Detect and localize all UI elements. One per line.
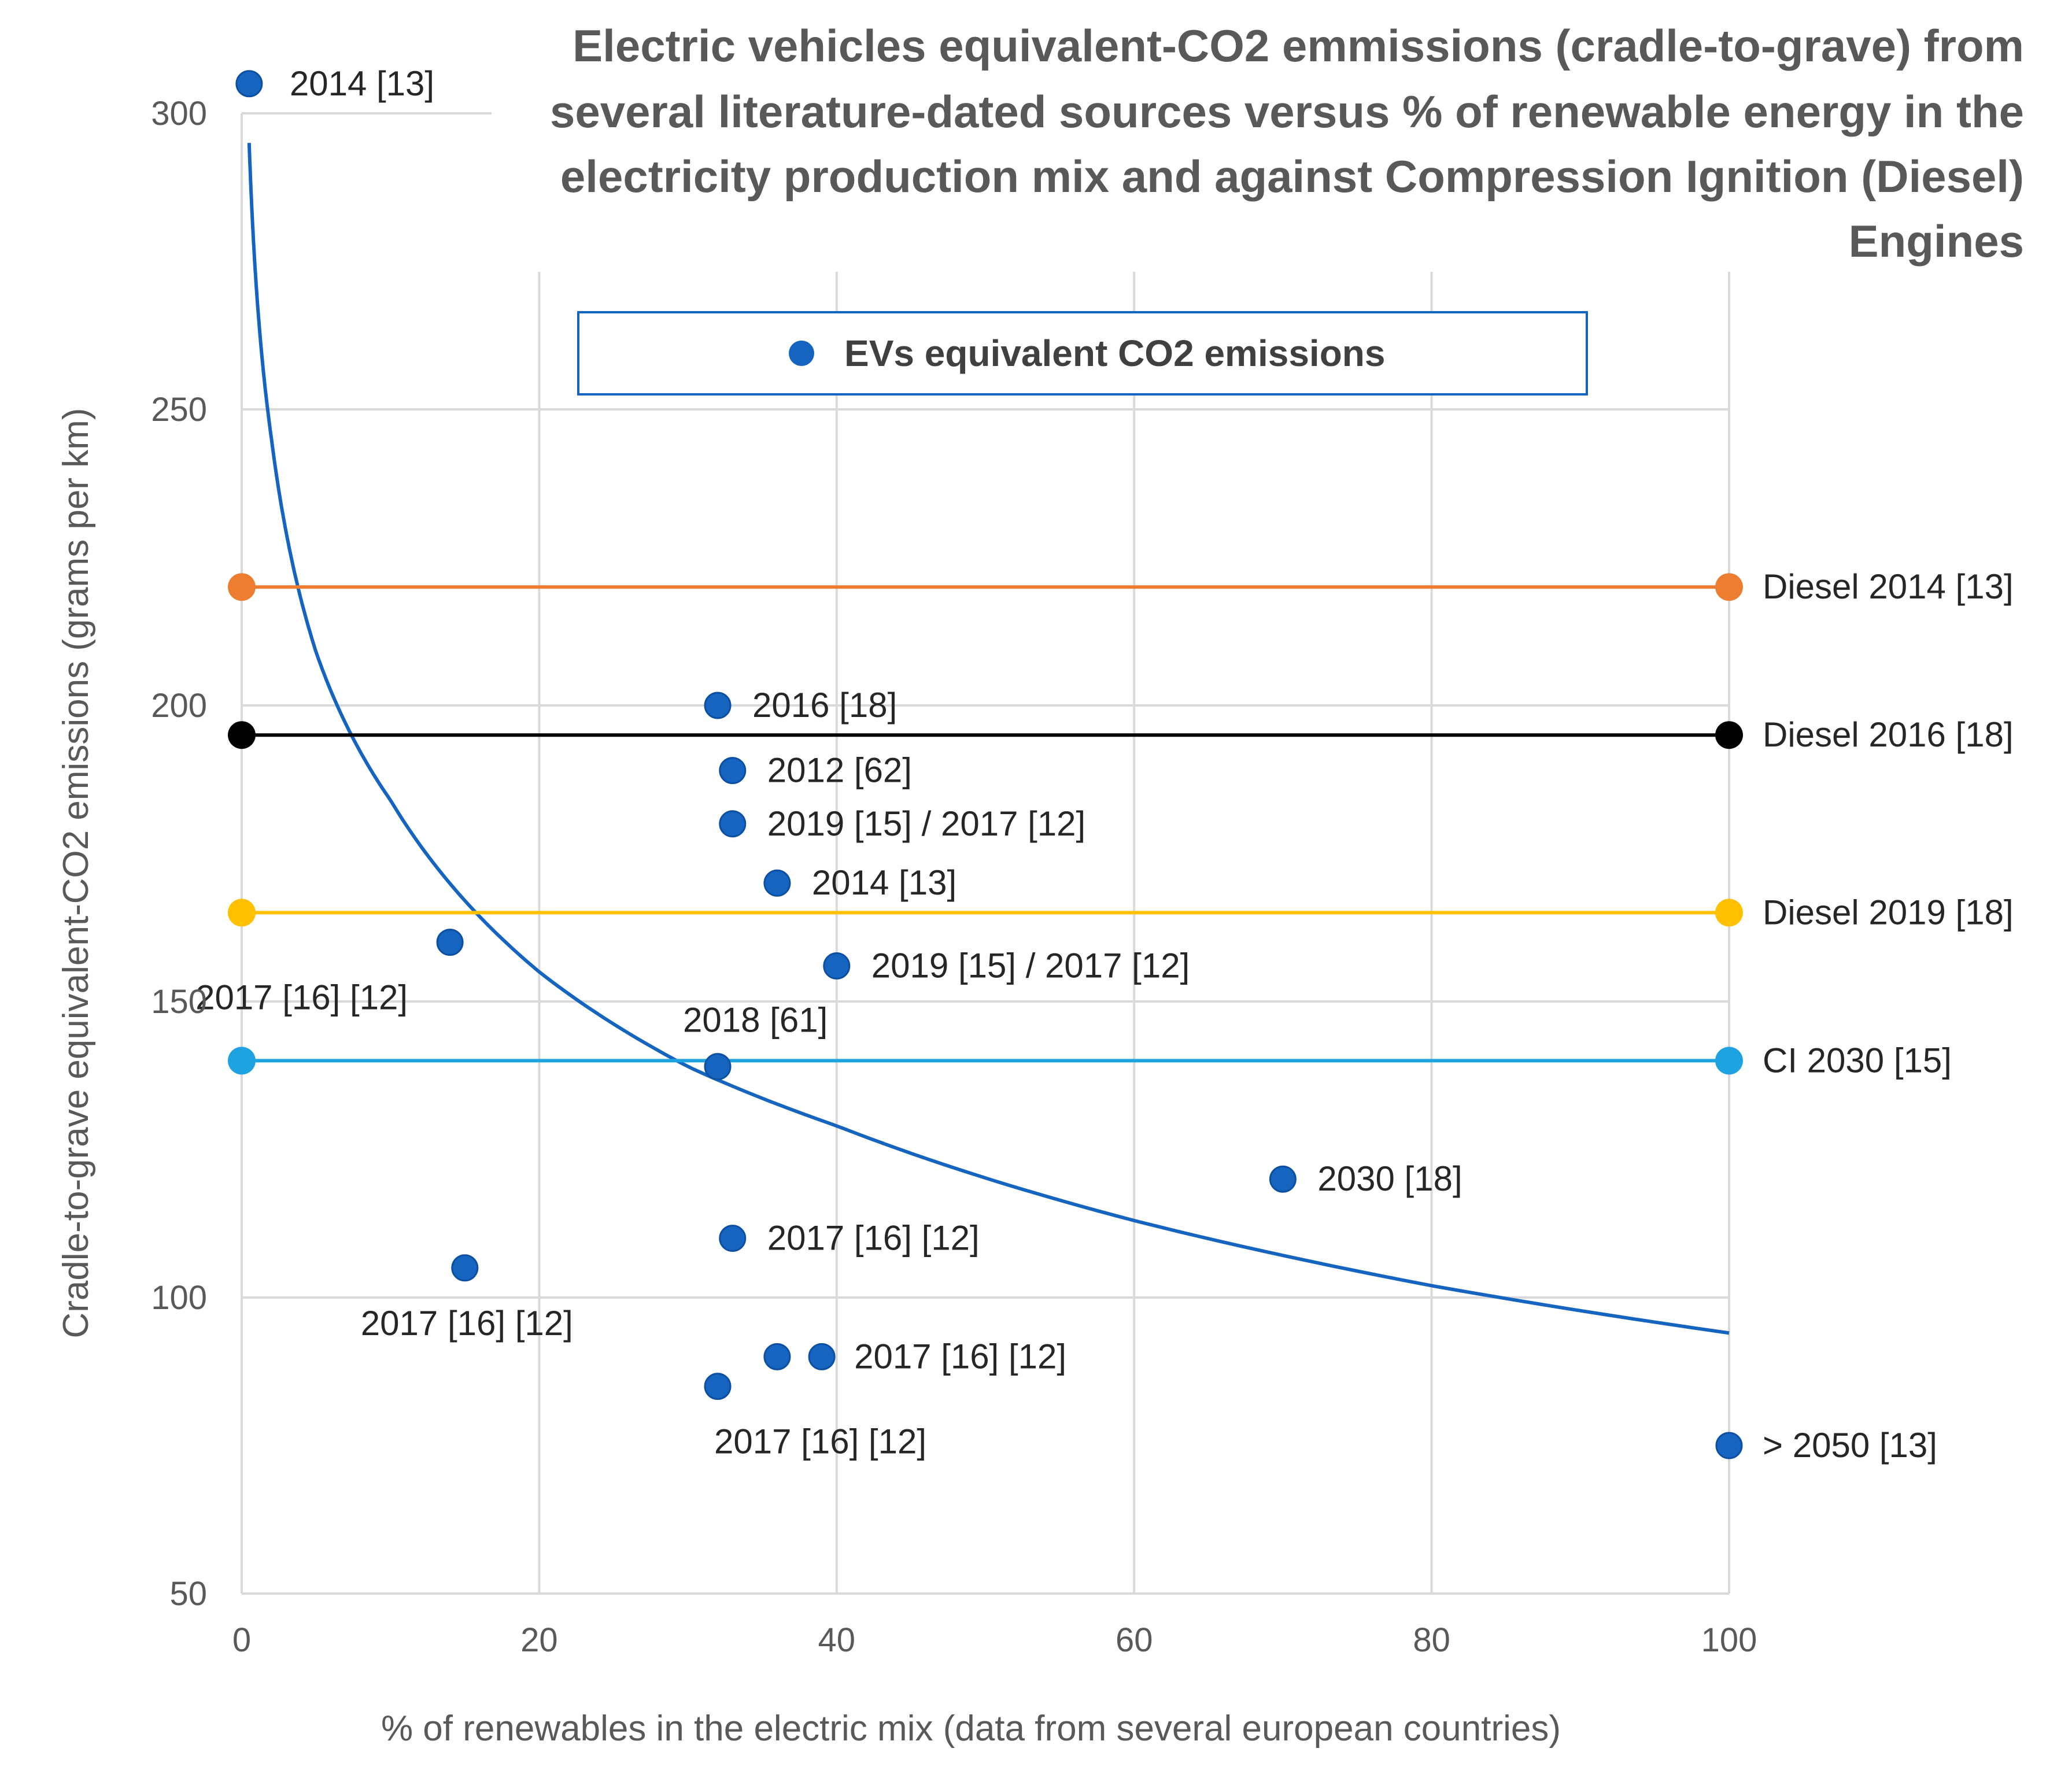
data-label: 2016 [18] (752, 686, 897, 725)
reference-line-label: CI 2030 [15] (1763, 1041, 1952, 1080)
x-tick-label: 100 (1701, 1621, 1757, 1659)
data-point (1269, 1165, 1297, 1193)
data-point (1715, 1432, 1743, 1459)
y-tick-label: 150 (151, 983, 207, 1021)
chart-title-line: electricity production mix and against C… (560, 151, 2024, 202)
data-label: 2014 [13] (290, 64, 434, 103)
y-tick-label: 50 (169, 1575, 207, 1613)
x-tick-label: 60 (1116, 1621, 1153, 1659)
data-label: 2017 [16] [12] (361, 1304, 573, 1343)
data-label: 2014 [13] (812, 863, 956, 902)
data-point (719, 757, 747, 785)
data-label: 2017 [16] [12] (714, 1422, 926, 1461)
data-point (451, 1254, 479, 1282)
x-axis-label: % of renewables in the electric mix (dat… (381, 1709, 1561, 1749)
data-point (763, 869, 791, 897)
reference-line-end-marker (1715, 573, 1743, 601)
data-label: 2012 [62] (767, 751, 912, 790)
reference-line-end-marker (1715, 1047, 1743, 1075)
reference-line-start-marker (228, 899, 256, 927)
data-point (704, 692, 732, 719)
data-label: 2017 [16] [12] (854, 1337, 1066, 1376)
x-tick-label: 40 (818, 1621, 856, 1659)
gridlines (241, 112, 1730, 1595)
x-tick-label: 0 (232, 1621, 251, 1659)
trendline-layer (247, 143, 1730, 1335)
data-point (808, 1343, 836, 1370)
trendline-curve (247, 143, 1730, 1335)
x-tick-label: 80 (1413, 1621, 1450, 1659)
y-axis-label: Cradle-to-grave equivalent-CO2 emissions… (56, 408, 96, 1338)
legend-label: EVs equivalent CO2 emissions (844, 332, 1385, 374)
data-point (704, 1053, 732, 1081)
data-point (823, 952, 851, 980)
chart-title-line: Engines (1849, 216, 2024, 267)
data-point (719, 810, 747, 838)
y-tick-label: 300 (151, 95, 207, 132)
chart-title-line: several literature-dated sources versus … (550, 86, 2024, 137)
data-labels: 2014 [13] 2016 [18] 2012 [62] 2019 [15] / 2… (195, 64, 1937, 1465)
chart-title: Electric vehicles equivalent-CO2 emmissi… (550, 20, 2024, 267)
data-label: 2019 [15] / 2017 [12] (767, 804, 1085, 843)
data-label: 2019 [15] / 2017 [12] (871, 947, 1190, 985)
data-points (235, 70, 1743, 1459)
data-point (719, 1225, 747, 1252)
reference-line-start-marker (228, 573, 256, 601)
reference-line-label: Diesel 2019 [18] (1763, 893, 2014, 932)
legend-marker (789, 341, 814, 366)
y-tick-label: 200 (151, 687, 207, 725)
reference-line-end-marker (1715, 721, 1743, 749)
reference-line-start-marker (228, 721, 256, 749)
x-tick-label: 20 (520, 1621, 558, 1659)
reference-lines: Diesel 2014 [13] Diesel 2016 [18] Diesel 2… (228, 567, 2014, 1080)
data-point (235, 70, 263, 98)
data-label: 2018 [61] (683, 1001, 828, 1040)
data-label: 2030 [18] (1317, 1159, 1462, 1198)
reference-line-end-marker (1715, 899, 1743, 927)
data-point (763, 1343, 791, 1370)
legend-box (577, 311, 1588, 395)
data-label: 2017 [16] [12] (195, 978, 408, 1017)
y-tick-label: 100 (151, 1279, 207, 1317)
data-label: > 2050 [13] (1763, 1426, 1937, 1465)
data-point (704, 1373, 732, 1400)
y-tick-label: 250 (151, 391, 207, 428)
data-label: 2017 [16] [12] (767, 1219, 980, 1258)
reference-line-label: Diesel 2016 [18] (1763, 715, 2014, 754)
chart-title-line: Electric vehicles equivalent-CO2 emmissi… (573, 20, 2024, 71)
reference-line-label: Diesel 2014 [13] (1763, 567, 2014, 606)
tick-labels: 50 100 150 200 250 300 0 20 40 60 80 100 (151, 95, 1757, 1659)
legend: EVs equivalent CO2 emissions (577, 311, 1588, 395)
data-point (436, 929, 464, 956)
reference-line-start-marker (228, 1047, 256, 1075)
